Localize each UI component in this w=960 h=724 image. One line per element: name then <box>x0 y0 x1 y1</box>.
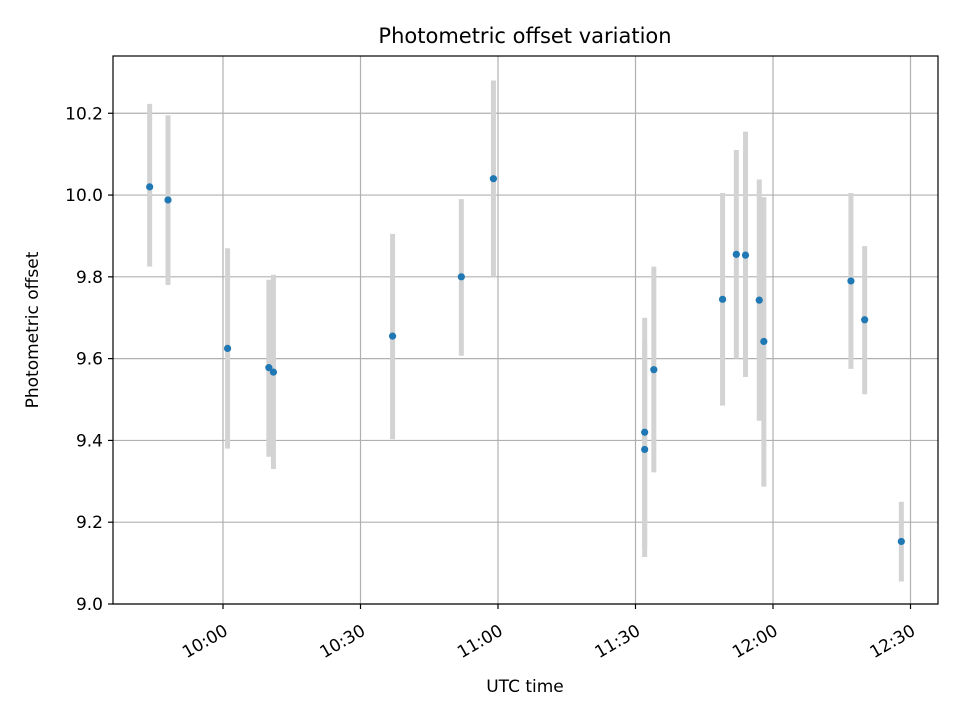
y-tick-label: 9.6 <box>76 350 103 370</box>
plot-area <box>113 56 938 604</box>
data-point <box>146 183 154 191</box>
plot-frame <box>112 55 939 605</box>
data-point <box>223 344 232 353</box>
y-tick-label: 9.4 <box>76 431 103 451</box>
data-point <box>265 364 273 372</box>
x-axis-label: UTC time <box>486 677 564 697</box>
y-tick-label: 9.8 <box>76 268 103 288</box>
y-tick-label: 10.2 <box>65 104 103 124</box>
data-point <box>650 366 658 374</box>
y-tick-label: 10.0 <box>65 186 103 206</box>
data-point <box>388 332 397 340</box>
data-point <box>641 428 649 436</box>
data-point <box>489 175 498 183</box>
y-tick-label: 9.0 <box>76 595 103 615</box>
y-tick-label: 9.2 <box>76 513 103 533</box>
data-point <box>269 368 278 376</box>
data-point <box>732 250 740 258</box>
y-axis-label: Photometric offset <box>23 251 43 408</box>
data-point <box>718 295 727 303</box>
data-point <box>760 337 768 346</box>
y-axis-ticks: 9.0 9.2 9.4 9.6 9.8 10.0 10.2 <box>65 104 113 615</box>
data-point <box>847 277 855 285</box>
data-point <box>164 196 172 204</box>
data-point <box>897 537 905 546</box>
data-point <box>755 296 763 304</box>
data-point <box>741 251 750 259</box>
data-point <box>457 273 465 281</box>
data-point <box>641 445 649 454</box>
data-point <box>861 316 869 324</box>
chart-title: Photometric offset variation <box>378 24 671 48</box>
data-points <box>146 175 905 546</box>
